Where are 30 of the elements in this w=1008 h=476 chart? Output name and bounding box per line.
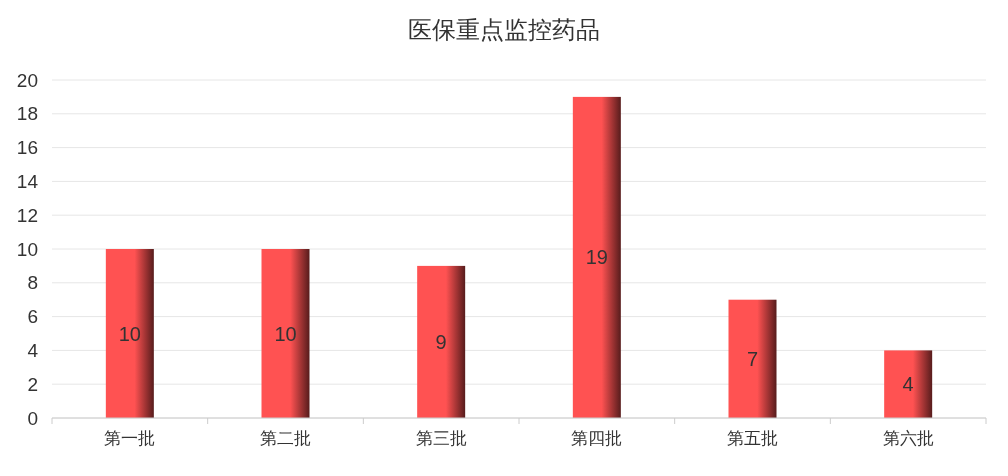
x-tick-label: 第二批 [260, 429, 311, 448]
bar [728, 299, 777, 418]
x-tick-label: 第五批 [727, 429, 778, 448]
x-tick-label: 第一批 [104, 429, 156, 448]
data-label: 7 [746, 347, 759, 370]
bar [261, 249, 310, 418]
y-tick-label: 18 [16, 103, 38, 125]
x-tick-label: 第三批 [415, 429, 467, 448]
data-label: 9 [435, 330, 447, 353]
bar [572, 96, 621, 418]
bar [417, 265, 466, 418]
data-label: 19 [585, 246, 608, 269]
bar [105, 249, 154, 418]
data-label: 10 [118, 322, 141, 345]
y-tick-label: 20 [16, 69, 38, 91]
bar [884, 350, 933, 418]
y-tick-label: 2 [27, 373, 38, 395]
y-tick-label: 0 [27, 407, 38, 429]
chart-title: 医保重点监控药品 [408, 16, 600, 43]
x-tick-label: 第四批 [571, 429, 623, 448]
data-label: 4 [902, 373, 914, 396]
y-tick-label: 10 [16, 238, 38, 260]
y-tick-label: 6 [27, 306, 38, 328]
x-tick-label: 第六批 [882, 429, 934, 448]
data-label: 10 [274, 322, 297, 345]
y-tick-label: 12 [16, 204, 38, 226]
y-tick-label: 16 [16, 137, 38, 159]
y-tick-label: 14 [16, 171, 39, 193]
y-tick-label: 4 [27, 340, 39, 362]
y-tick-label: 8 [27, 272, 38, 294]
